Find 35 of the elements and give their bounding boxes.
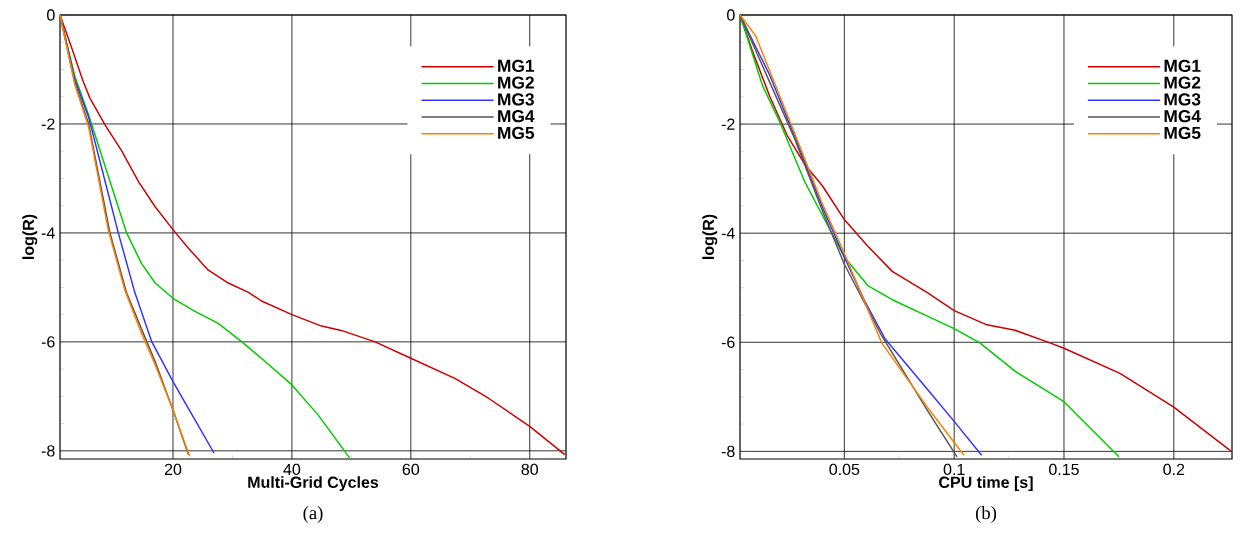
x-tick-label: 40 [283, 463, 301, 476]
y-tick-label: 0 [47, 9, 55, 21]
legend-label: MG5 [1164, 126, 1201, 140]
legend-label: MG3 [1164, 93, 1201, 106]
legend-label: MG1 [1164, 59, 1201, 72]
y-axis-title: log(R) [22, 214, 38, 259]
line-series [59, 14, 566, 456]
y-tick-label: -6 [41, 336, 55, 348]
y-tick-label: -2 [41, 118, 55, 130]
x-tick-label: 0.05 [829, 463, 860, 476]
legend-label: MG2 [1164, 76, 1201, 89]
x-axis-title: Multi-Grid Cycles [248, 476, 379, 492]
x-tick-label: 80 [521, 463, 539, 476]
legend-label: MG4 [1164, 109, 1201, 123]
y-tick-label: -4 [721, 227, 735, 239]
text: (b) [975, 506, 997, 523]
y-tick-label: -8 [721, 445, 735, 458]
legend-label: MG4 [498, 109, 535, 123]
legend-label: MG3 [498, 93, 534, 106]
legend-label: MG5 [498, 126, 535, 140]
y-tick-label: -4 [41, 227, 55, 239]
x-tick-label: 60 [402, 463, 420, 476]
x-tick-label: 0.1 [943, 463, 965, 476]
text: (a) [303, 506, 323, 523]
x-tick-label: 0.2 [1163, 463, 1185, 476]
x-tick-label: 0.15 [1049, 463, 1079, 476]
x-tick-label: 20 [164, 463, 182, 476]
y-tick-label: 0 [727, 9, 735, 21]
y-tick-label: -6 [721, 336, 735, 348]
y-axis-title: log(R) [702, 214, 718, 259]
legend-label: MG1 [498, 59, 535, 72]
y-tick-label: -8 [41, 445, 55, 457]
x-axis-title: CPU time [s] [939, 476, 1033, 492]
legend-label: MG2 [498, 76, 534, 89]
y-tick-label: -2 [721, 118, 735, 130]
